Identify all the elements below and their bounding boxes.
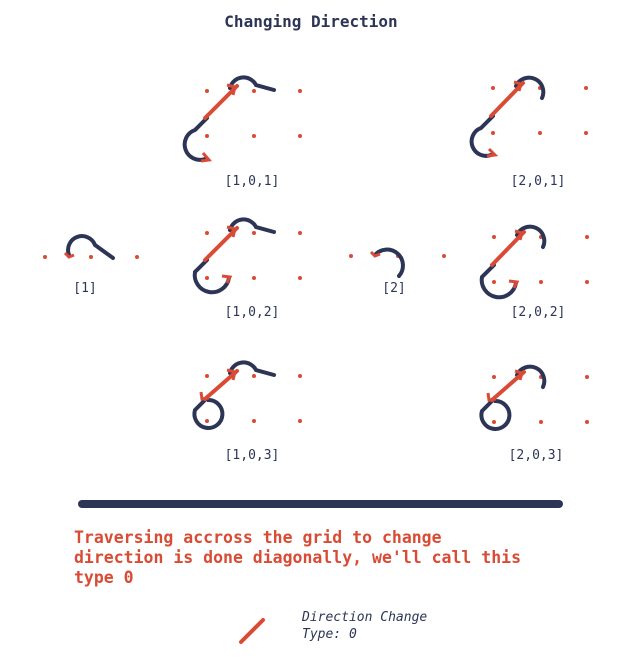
pattern-2-0-1 (469, 75, 588, 158)
caption-2-0-1: [2,0,1] (511, 174, 566, 189)
caption-2-0-3: [2,0,3] (509, 448, 564, 463)
section-divider (78, 500, 563, 508)
caption-2-0-2: [2,0,2] (511, 305, 566, 320)
pattern-1-0-3 (192, 360, 302, 430)
pattern-2-0-3 (479, 364, 589, 431)
page-title: Changing Direction (224, 12, 398, 31)
caption-1: [1] (73, 281, 96, 296)
pattern-2 (349, 247, 446, 278)
legend-direction-change-icon (239, 618, 265, 644)
legend-label: Direction Change Type: 0 (302, 610, 428, 642)
pattern-2-0-2 (479, 224, 589, 300)
caption-1-0-3: [1,0,3] (225, 448, 280, 463)
caption-1-0-2: [1,0,2] (225, 305, 280, 320)
pattern-1 (43, 234, 139, 260)
pattern-1-0-2 (192, 217, 302, 295)
caption-1-0-1: [1,0,1] (225, 174, 280, 189)
caption-2: [2] (382, 281, 405, 296)
pattern-1-0-1 (182, 75, 302, 163)
description-text: Traversing accross the grid to change di… (74, 528, 522, 587)
